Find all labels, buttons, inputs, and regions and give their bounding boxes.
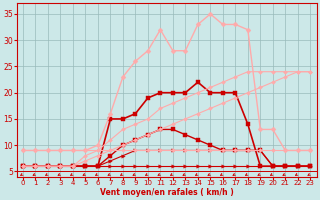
X-axis label: Vent moyen/en rafales ( km/h ): Vent moyen/en rafales ( km/h ) [100,188,234,197]
